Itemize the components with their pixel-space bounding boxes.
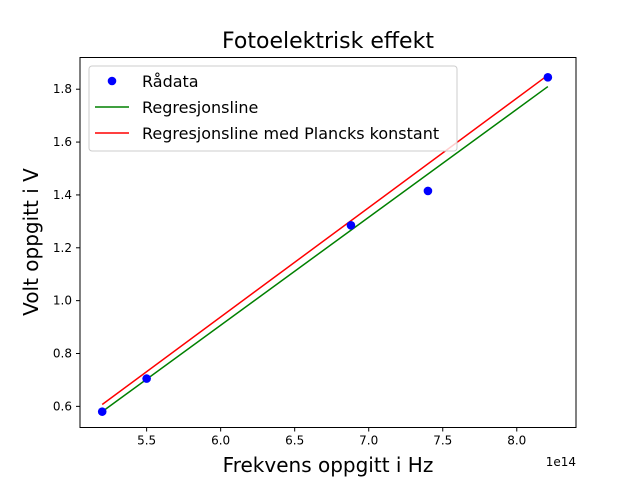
chart-title: Fotoelektrisk effekt (222, 29, 434, 54)
legend-label: Regresjonsline med Plancks konstant (142, 124, 439, 143)
y-tick-label: 1.0 (53, 294, 72, 308)
x-axis-label: Frekvens oppgitt i Hz (223, 453, 434, 477)
y-axis: 0.6 0.8 1.0 1.2 1.4 1.6 1.8 (53, 82, 80, 413)
x-tick-label: 5.5 (137, 434, 156, 448)
y-tick-label: 0.8 (53, 347, 72, 361)
series-line-1 (101, 85, 549, 413)
legend-marker (107, 76, 117, 86)
data-point (97, 407, 107, 416)
x-tick-label: 8.0 (507, 434, 526, 448)
y-tick-label: 0.6 (53, 399, 72, 413)
y-tick-label: 1.4 (53, 188, 72, 202)
plot-marks (97, 73, 553, 416)
y-tick-label: 1.8 (53, 82, 72, 96)
legend-label: Regresjonsline (142, 98, 258, 117)
legend: Rådata Regresjonsline Regresjonsline med P… (88, 65, 458, 152)
x-axis: 5.5 6.0 6.5 7.0 7.5 8.0 (137, 427, 526, 448)
data-point (543, 73, 553, 82)
y-axis-label: Volt oppgitt i V (19, 168, 43, 316)
data-point (346, 221, 356, 230)
legend-box (88, 65, 458, 152)
legend-label: Rådata (142, 72, 199, 91)
x-tick-label: 7.5 (433, 434, 452, 448)
data-point (142, 374, 151, 383)
data-point (423, 186, 433, 196)
y-tick-label: 1.2 (53, 241, 72, 255)
x-tick-label: 6.0 (211, 434, 230, 448)
series-line-2 (101, 74, 549, 406)
y-tick-label: 1.6 (53, 135, 72, 149)
plot-frame (79, 57, 577, 428)
x-offset-label: 1e14 (546, 455, 576, 469)
x-tick-label: 6.5 (285, 434, 304, 448)
x-tick-label: 7.0 (359, 434, 378, 448)
